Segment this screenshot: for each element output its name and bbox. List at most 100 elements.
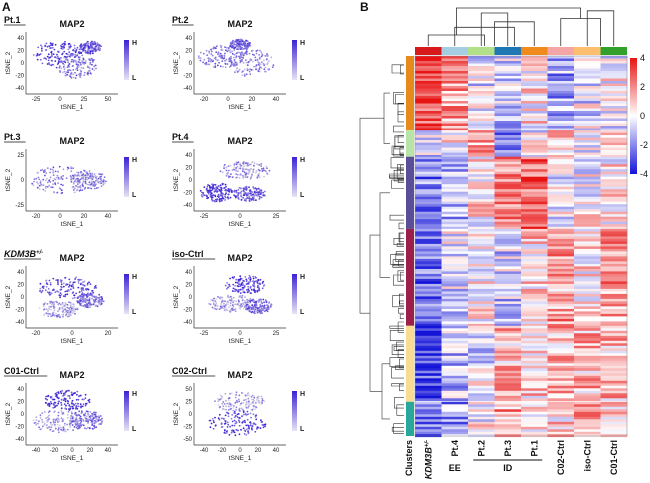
expression-legend-bar <box>292 40 297 80</box>
x-axis-label: tSNE_1 <box>61 221 84 228</box>
x-tick-label: 40 <box>105 214 112 220</box>
column-label-4: Pt.3 <box>503 440 513 457</box>
x-tick-label: -20 <box>32 331 41 337</box>
x-tick-label: 25 <box>273 331 280 337</box>
y-tick-label: -40 <box>183 320 192 326</box>
x-axis-label: tSNE_1 <box>61 104 84 111</box>
cluster-bar <box>406 56 414 436</box>
y-tick-label: 0 <box>21 61 25 67</box>
y-axis-label: tSNE_2 <box>173 51 180 74</box>
y-tick-label: 0 <box>189 61 193 67</box>
x-axis-label: tSNE_1 <box>229 221 252 228</box>
panel-a: Pt.1 MAP2 40 20 0 -20 -40 -25 0 25 50 tSNE_1 tSNE_2 H… <box>4 15 305 462</box>
y-tick-label: -20 <box>15 74 24 80</box>
legend-high-label: H <box>300 40 305 47</box>
x-axis-label: tSNE_1 <box>229 338 252 345</box>
tsne-points <box>208 391 267 437</box>
legend-high-label: H <box>132 274 137 281</box>
sample-name: Pt.2 <box>172 15 189 25</box>
y-tick-label: -20 <box>183 308 192 314</box>
heatmap-frame <box>414 55 628 437</box>
tsne-points <box>197 38 275 77</box>
colorbar-tick-label: 4 <box>640 53 645 63</box>
cluster-4 <box>406 228 414 326</box>
y-tick-label: 0 <box>21 178 25 184</box>
sample-name: iso-Ctrl <box>172 249 204 259</box>
gene-title: MAP2 <box>227 19 252 29</box>
y-axis-label: tSNE_2 <box>173 168 180 191</box>
tsne-plot-6: iso-Ctrl MAP2 40 20 0 -20 -40 -25 0 25 tSNE_1 tSNE_… <box>172 249 305 345</box>
column-label-3: Pt.2 <box>476 440 486 457</box>
gene-title: MAP2 <box>227 370 252 380</box>
y-tick-label: 40 <box>185 270 192 276</box>
x-tick-label: 20 <box>255 448 262 454</box>
sample-name: Pt.4 <box>172 132 189 142</box>
y-tick-label: -50 <box>183 437 192 443</box>
column-label-sup: +/- <box>424 440 430 447</box>
x-tick-label: 20 <box>81 214 88 220</box>
group-label-1: EE <box>449 463 461 473</box>
legend-low-label: L <box>132 309 137 316</box>
group-label-2: ID <box>503 463 513 473</box>
legend-low-label: L <box>132 75 137 82</box>
colorbar-tick-label: 2 <box>640 82 645 92</box>
x-tick-label: 0 <box>238 331 242 337</box>
column-label-6: C02-Ctrl <box>556 440 566 475</box>
legend-low-label: L <box>132 426 137 433</box>
legend-low-label: L <box>300 75 305 82</box>
panel-a-label: A <box>2 0 11 14</box>
x-tick-label: -40 <box>32 448 41 454</box>
tsne-plot-2: Pt.2 MAP2 40 20 0 -20 -40 -20 0 20 40 tSNE_1 tSNE_2 H… <box>172 15 305 111</box>
x-tick-label: 0 <box>238 448 242 454</box>
sample-name: Pt.1 <box>4 15 21 25</box>
y-tick-label: -20 <box>15 425 24 431</box>
x-axis-label: tSNE_1 <box>61 455 84 462</box>
legend-high-label: H <box>300 157 305 164</box>
y-tick-label: 0 <box>189 412 193 418</box>
y-axis-label: tSNE_2 <box>173 285 180 308</box>
tsne-points <box>32 40 102 79</box>
y-tick-label: 40 <box>17 387 24 393</box>
x-tick-label: 0 <box>238 214 242 220</box>
x-axis-label: tSNE_1 <box>61 338 84 345</box>
y-tick-label: 0 <box>21 412 25 418</box>
y-tick-label: 50 <box>185 387 192 393</box>
y-tick-label: 0 <box>189 178 193 184</box>
expression-legend-bar <box>292 391 297 431</box>
x-tick-label: -20 <box>50 448 59 454</box>
y-tick-label: -20 <box>183 191 192 197</box>
x-tick-label: 20 <box>105 331 112 337</box>
y-tick-label: 40 <box>17 36 24 42</box>
y-axis-label: tSNE_2 <box>5 168 12 191</box>
y-tick-label: 40 <box>17 270 24 276</box>
sample-name: C01-Ctrl <box>4 366 39 376</box>
cluster-6 <box>406 401 414 436</box>
x-tick-label: -20 <box>200 97 209 103</box>
column-label-2: Pt.4 <box>450 440 460 457</box>
x-tick-label: 40 <box>105 448 112 454</box>
y-axis-label: tSNE_2 <box>5 51 12 74</box>
gene-title: MAP2 <box>227 253 252 263</box>
legend-high-label: H <box>300 274 305 281</box>
y-tick-label: 20 <box>185 283 192 289</box>
y-tick-label: 25 <box>185 400 192 406</box>
gene-title: MAP2 <box>59 370 84 380</box>
column-color-2 <box>441 47 468 55</box>
expression-legend-bar <box>292 157 297 197</box>
x-tick-label: 0 <box>70 448 74 454</box>
y-tick-label: 25 <box>17 153 24 159</box>
expression-legend-bar <box>124 391 129 431</box>
x-tick-label: -25 <box>200 214 209 220</box>
colorbar-tick-label: -4 <box>640 169 648 179</box>
panel-b-label: B <box>360 0 369 14</box>
sample-name: KDM3B+/- <box>4 249 43 259</box>
tsne-points <box>31 165 107 195</box>
gene-title: MAP2 <box>59 136 84 146</box>
expression-legend-bar <box>124 157 129 197</box>
legend-high-label: H <box>132 40 137 47</box>
gene-title: MAP2 <box>227 136 252 146</box>
sample-name: C02-Ctrl <box>172 366 207 376</box>
y-tick-label: 0 <box>189 295 193 301</box>
gene-title: MAP2 <box>59 19 84 29</box>
